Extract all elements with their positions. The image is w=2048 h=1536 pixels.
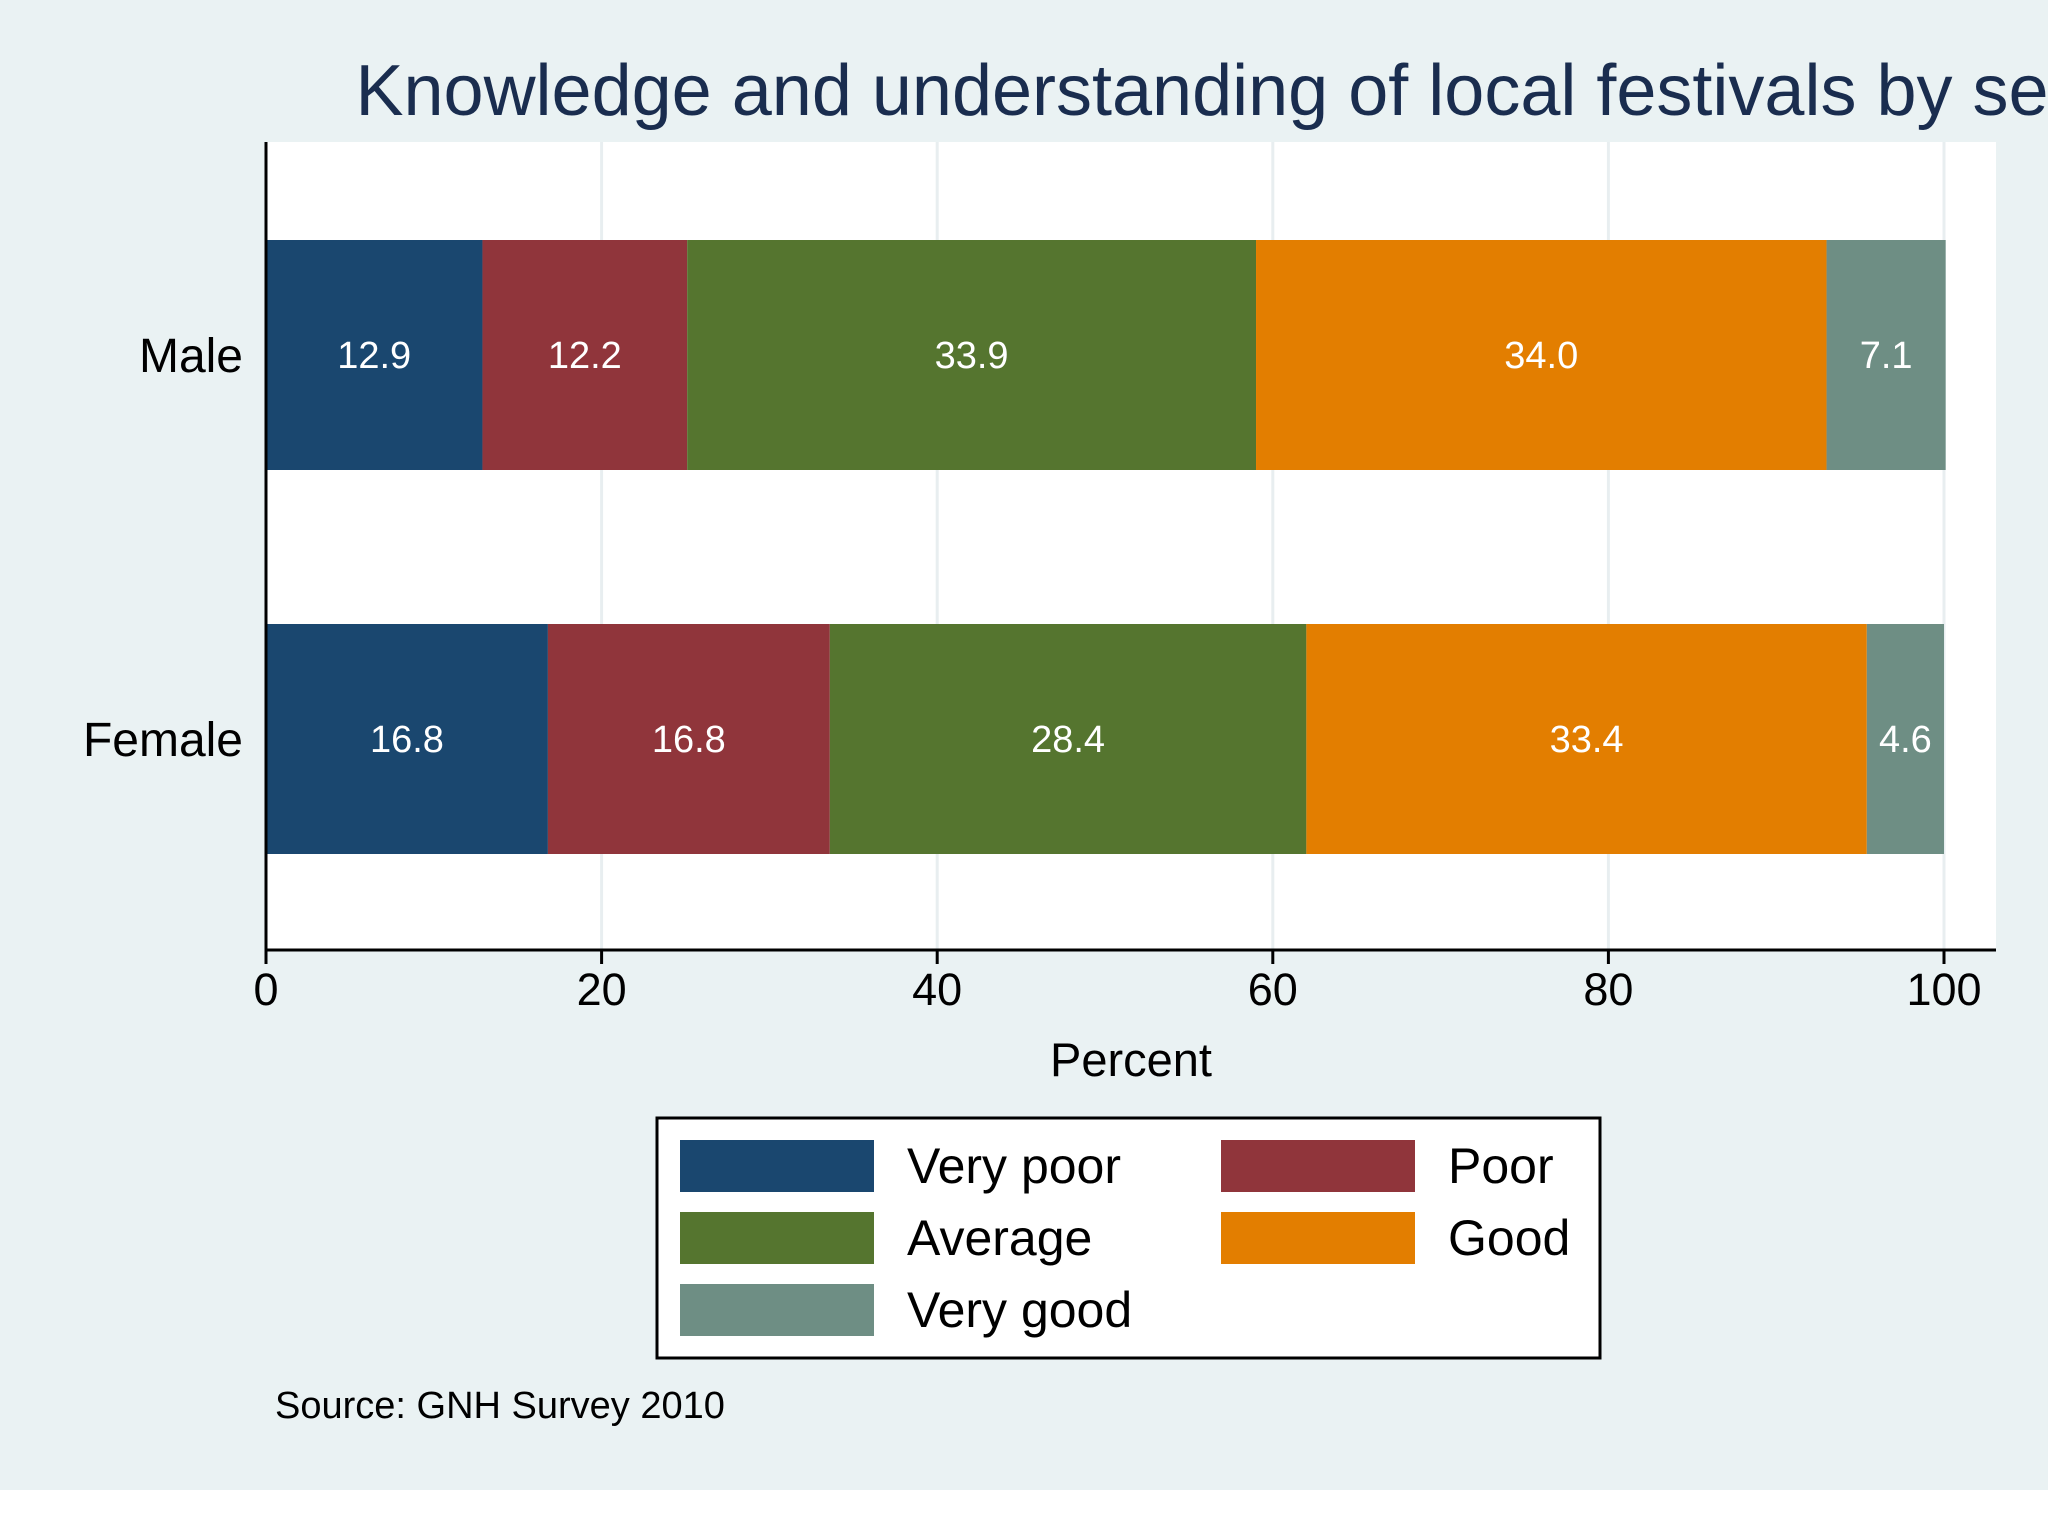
category-label-female: Female [83, 714, 243, 767]
legend-label-good: Good [1448, 1210, 1570, 1266]
x-tick-label-60: 60 [1248, 964, 1298, 1015]
legend-item-very-poor: Very poor [680, 1138, 1121, 1194]
bar-label-female-good: 33.4 [1550, 719, 1624, 761]
legend-swatch-poor [1221, 1140, 1415, 1192]
bar-female-poor [547, 624, 830, 854]
legend-swatch-average [680, 1212, 874, 1264]
x-tick-label-20: 20 [577, 964, 627, 1015]
x-tick-label-100: 100 [1906, 964, 1981, 1015]
bar-male-very-good [1826, 240, 1946, 470]
category-labels: Male Female [83, 330, 243, 767]
legend-label-very-poor: Very poor [907, 1138, 1121, 1194]
legend-item-very-good: Very good [680, 1282, 1132, 1338]
bar-label-male-very-poor: 12.9 [337, 335, 411, 377]
legend-swatch-very-good [680, 1284, 874, 1336]
bar-female-good [1306, 624, 1867, 854]
x-tick-label-40: 40 [912, 964, 962, 1015]
x-tick-label-80: 80 [1583, 964, 1633, 1015]
x-ticks: 0 20 40 60 80 100 [253, 950, 1982, 1015]
bar-male-poor [482, 240, 688, 470]
category-label-male: Male [139, 330, 243, 383]
bar-labels: 12.9 12.2 33.9 34.0 7.1 16.8 16.8 28.4 33.4 4.6 [337, 335, 1932, 761]
bar-label-male-good: 34.0 [1504, 335, 1578, 377]
bar-female-very-good [1866, 624, 1944, 854]
legend-swatch-very-poor [680, 1140, 874, 1192]
legend-label-poor: Poor [1448, 1138, 1554, 1194]
bar-label-male-very-good: 7.1 [1860, 335, 1913, 377]
legend-item-poor: Poor [1221, 1138, 1554, 1194]
legend-item-good: Good [1221, 1210, 1570, 1266]
bar-label-male-average: 33.9 [935, 335, 1009, 377]
bar-label-female-average: 28.4 [1031, 719, 1105, 761]
chart-title: Knowledge and understanding of local fes… [355, 51, 2048, 131]
x-tick-label-0: 0 [253, 964, 278, 1015]
x-axis-title: Percent [1050, 1033, 1212, 1086]
legend-swatch-good [1221, 1212, 1415, 1264]
bar-male-average [687, 240, 1257, 470]
chart-background: Knowledge and understanding of local fes… [0, 0, 2048, 1490]
source-note: Source: GNH Survey 2010 [275, 1385, 725, 1427]
legend-item-average: Average [680, 1210, 1092, 1266]
bar-label-male-poor: 12.2 [548, 335, 622, 377]
bars [266, 240, 1946, 854]
bar-female-average [829, 624, 1307, 854]
legend-label-average: Average [907, 1210, 1092, 1266]
bar-label-female-very-poor: 16.8 [370, 719, 444, 761]
bar-label-female-very-good: 4.6 [1879, 719, 1932, 761]
bar-female-very-poor [266, 624, 548, 854]
bar-male-very-poor [266, 240, 483, 470]
axes [264, 142, 1996, 952]
legend: Very poor Poor Average Good Very good [655, 1116, 1602, 1360]
bar-male-good [1256, 240, 1827, 470]
legend-label-very-good: Very good [907, 1282, 1132, 1338]
bar-label-female-poor: 16.8 [652, 719, 726, 761]
